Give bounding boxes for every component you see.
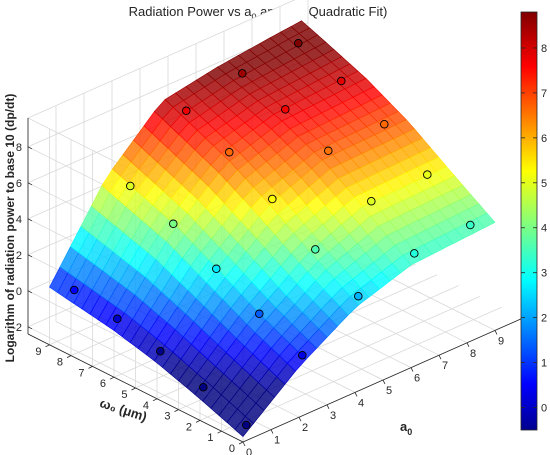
colorbar-tick-label: 2 (541, 313, 547, 325)
w0-tick-label: 6 (100, 378, 106, 390)
data-point (212, 264, 221, 274)
w0-tick (152, 398, 158, 402)
data-point (255, 309, 264, 319)
a0-tick-label: 7 (442, 360, 448, 372)
a0-tick (270, 429, 274, 434)
data-point (70, 285, 79, 295)
data-point (199, 382, 208, 392)
z-tick-label: 6 (16, 178, 22, 190)
data-points (70, 38, 475, 430)
z-tick (27, 326, 33, 330)
colorbar-tick-label: 4 (541, 223, 547, 235)
w0-tick-label: 3 (164, 411, 170, 423)
w0-tick-label: 2 (186, 421, 192, 433)
a0-tick (242, 441, 246, 447)
colorbar-tick-label: 3 (541, 268, 547, 280)
w0-tick (88, 366, 93, 369)
data-point (311, 245, 320, 254)
data-point (423, 170, 432, 179)
a0-tick-label: 5 (386, 385, 392, 397)
surface (49, 20, 496, 438)
z-axis-ticks: -2 0 2 4 6 8 (12, 142, 33, 334)
data-point (324, 146, 333, 156)
colorbar-gradient (520, 11, 538, 431)
colorbar-tick-label: 0 (541, 403, 547, 415)
z-tick (27, 182, 33, 186)
w0-tick (195, 420, 201, 423)
data-point (238, 69, 247, 78)
z-tick (27, 146, 33, 150)
colorbar-tick-label: 5 (541, 178, 547, 190)
data-point (354, 291, 363, 301)
w0-tick (109, 376, 115, 380)
a0-tick-label: 0 (246, 447, 252, 455)
w0-tick (45, 344, 50, 348)
a0-tick (354, 392, 358, 397)
data-point (169, 219, 178, 229)
w0-tick (217, 430, 222, 434)
w0-tick-label: 5 (121, 389, 127, 401)
a0-tick (382, 379, 386, 385)
z-tick-label: 8 (16, 142, 22, 154)
data-point (113, 314, 122, 324)
data-point (298, 350, 307, 360)
z-tick-label: 0 (16, 286, 22, 298)
z-tick (27, 290, 33, 294)
a0-tick-label: 1 (274, 435, 280, 447)
z-tick-label: 2 (16, 250, 22, 262)
surface-patch (475, 212, 496, 229)
data-point (182, 106, 191, 116)
z-tick-label: 4 (16, 214, 22, 226)
data-point (410, 249, 419, 258)
w0-tick-label: 0 (229, 443, 235, 455)
z-tick (27, 218, 33, 222)
a0-tick (494, 330, 498, 335)
w0-tick (66, 355, 72, 358)
a0-tick-label: 4 (358, 397, 364, 409)
data-point (126, 181, 135, 191)
a0-tick (438, 355, 442, 360)
data-point (242, 420, 251, 430)
a0-tick-label: 6 (414, 373, 420, 385)
a0-tick-label: 9 (498, 335, 504, 347)
data-point (268, 194, 277, 204)
data-point (294, 38, 303, 48)
a0-axis-ticks: 0 1 2 3 4 5 6 7 8 9 (242, 330, 504, 455)
data-point (466, 220, 475, 230)
w0-tick (131, 387, 136, 391)
a0-tick-label: 8 (470, 348, 476, 360)
a0-tick-label: 2 (302, 422, 308, 434)
w0-tick-label: 8 (57, 357, 63, 369)
w0-tick (174, 409, 179, 412)
a0-tick (298, 417, 302, 422)
a0-tick (410, 367, 414, 372)
data-point (337, 76, 346, 86)
a0-tick-label: 3 (330, 410, 336, 422)
data-point (225, 147, 234, 157)
colorbar-tick-label: 1 (541, 358, 547, 370)
a0-tick (326, 404, 330, 409)
data-point (380, 119, 389, 129)
z-axis-label: Logarithm of radiation power to base 10 … (3, 94, 17, 363)
colorbar-tick-label: 8 (541, 43, 547, 55)
colorbar: 0 1 2 3 4 5 6 7 8 (520, 11, 547, 431)
x-axis-label: a0 (400, 419, 412, 437)
colorbar-tick-label: 6 (541, 133, 547, 145)
colorbar-ticks: 0 1 2 3 4 5 6 7 8 (521, 43, 547, 415)
data-point (281, 105, 290, 114)
w0-tick-label: 1 (207, 432, 213, 444)
w0-tick (238, 441, 244, 445)
z-tick-label: -2 (12, 322, 22, 334)
w0-tick-label: 7 (78, 367, 84, 379)
w0-tick-label: 9 (35, 346, 41, 358)
data-point (156, 346, 165, 356)
w0-axis-ticks: 0 1 2 3 4 5 6 7 8 9 (35, 344, 244, 455)
z-tick (27, 254, 33, 258)
colorbar-tick-label: 7 (541, 88, 547, 100)
data-point (367, 196, 376, 206)
a0-tick (466, 342, 470, 347)
w0-tick-label: 4 (143, 400, 149, 412)
